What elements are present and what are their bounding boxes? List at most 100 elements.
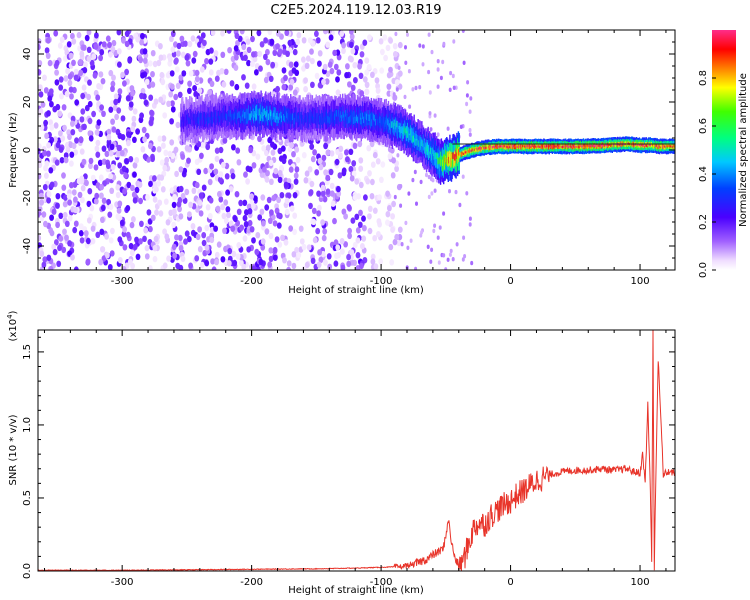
spectrogram-noise-speckle (76, 31, 82, 39)
spectrogram-signal-cell (385, 117, 387, 125)
spectrogram-noise-speckle (385, 44, 391, 52)
spectrogram-noise-speckle (263, 53, 268, 61)
spectrogram-noise-speckle (135, 36, 141, 43)
spectrogram-signal-cell (248, 113, 251, 120)
spectrogram-noise-speckle (349, 41, 354, 49)
spectrogram-noise-speckle (372, 235, 378, 242)
spectrogram-noise-speckle (295, 156, 301, 164)
spectrogram-noise-speckle (73, 196, 78, 203)
spectrogram-signal-cell (519, 145, 521, 148)
spectrogram-signal-cell (506, 145, 509, 148)
spectrogram-noise-speckle (148, 180, 153, 188)
spectrogram-noise-speckle (139, 112, 145, 119)
spectrogram-noise-speckle (277, 48, 283, 55)
spectrogram-signal-cell (340, 111, 342, 118)
spectrogram-noise-speckle (117, 61, 122, 68)
spectrogram-noise-speckle (465, 101, 469, 107)
spectrogram-noise-speckle (65, 67, 70, 75)
spectrogram-signal-cell (425, 147, 427, 154)
spectrogram-noise-speckle (309, 180, 315, 188)
spectrogram-signal-cell (194, 113, 196, 121)
spectrogram-signal-cell (264, 108, 266, 115)
spectrogram-signal-cell (522, 145, 524, 148)
spectrogram-signal-cell (476, 147, 478, 150)
spectrogram-noise-speckle (128, 101, 134, 108)
spectrogram-signal-cell (205, 117, 207, 125)
spectrogram-noise-speckle (348, 148, 354, 155)
spectrogram-noise-speckle (430, 247, 434, 252)
spectrogram-noise-speckle (88, 162, 93, 169)
spectrogram-signal-cell (338, 113, 341, 121)
spectrogram-signal-cell (401, 126, 403, 133)
spectrogram-noise-speckle (207, 178, 213, 186)
spectrogram-signal-cell (193, 113, 195, 129)
spectrogram-noise-speckle (436, 132, 440, 137)
spectrogram-noise-speckle (192, 50, 198, 58)
spectrogram-noise-speckle (78, 69, 84, 77)
spectrogram-noise-speckle (359, 51, 365, 58)
spectrogram-noise-speckle (329, 67, 335, 75)
spectrogram-signal-cell (501, 145, 503, 148)
spectrogram-noise-speckle (385, 190, 390, 197)
spectrogram-noise-speckle (230, 172, 236, 180)
spectrogram-noise-speckle (108, 51, 113, 58)
spectrogram-noise-speckle (222, 137, 228, 144)
spectrogram-signal-cell (446, 157, 448, 165)
colorbar-ticks: 0.00.20.40.60.8 (698, 70, 716, 278)
spectrogram-signal-cell (456, 152, 458, 159)
spectrogram-noise-speckle (242, 199, 248, 206)
spectrogram-signal-cell (553, 145, 555, 148)
spectrogram-noise-speckle (132, 162, 138, 169)
spectrogram-noise-speckle (260, 194, 266, 201)
spectrogram-noise-speckle (286, 260, 292, 267)
spectrogram-noise-speckle (243, 221, 249, 228)
spectrogram-noise-speckle (270, 141, 275, 148)
spectrogram-noise-speckle (98, 259, 104, 266)
spectrogram-signal-cell (324, 116, 326, 123)
spectrogram-noise-speckle (295, 38, 301, 46)
spectrogram-noise-speckle (182, 167, 188, 175)
spectrogram-noise-speckle (209, 47, 214, 54)
spectrogram-noise-speckle (167, 56, 173, 63)
spectrogram-noise-speckle (357, 63, 362, 70)
spectrogram-noise-speckle (448, 87, 452, 93)
colorbar-tick-label: 0.0 (698, 262, 709, 278)
spectrogram-signal-cell (603, 144, 606, 148)
spectrogram-noise-speckle (427, 69, 431, 75)
spectrogram-noise-speckle (53, 136, 58, 143)
spectrogram-noise-speckle (87, 130, 93, 137)
spectrogram-noise-speckle (48, 119, 53, 126)
spectrogram-signal-cell (546, 144, 548, 148)
spectrogram-noise-speckle (246, 246, 252, 253)
spectrogram-noise-speckle (180, 153, 186, 160)
spectrogram-noise-speckle (140, 146, 146, 153)
spectrogram-signal-cell (590, 145, 592, 148)
spectrogram-signal-cell (405, 126, 408, 134)
spectrogram-noise-speckle (92, 72, 98, 79)
spectrogram-noise-speckle (249, 193, 255, 200)
spectrogram-signal-cell (188, 117, 190, 124)
spectrogram-noise-speckle (160, 78, 166, 86)
spectrogram-signal-cell (602, 144, 604, 147)
spectrogram-noise-speckle (63, 156, 69, 164)
spectrogram-signal-cell (276, 116, 279, 123)
spectrogram-noise-speckle (336, 69, 342, 76)
spectrogram-noise-speckle (282, 257, 287, 264)
spectrogram-signal-cell (409, 128, 411, 136)
spectrogram-noise-speckle (170, 46, 176, 53)
spectrogram-noise-speckle (80, 92, 86, 100)
spectrogram-noise-speckle (299, 238, 305, 245)
spectrogram-signal-cell (592, 145, 594, 148)
spectrogram-noise-speckle (69, 93, 74, 100)
spectrogram-signal-cell (269, 108, 271, 116)
spectrogram-noise-speckle (310, 155, 316, 163)
spectrogram-noise-speckle (298, 225, 304, 232)
spectrogram-noise-speckle (325, 174, 331, 182)
spectrogram-noise-speckle (385, 211, 391, 218)
spectrogram-noise-speckle (188, 262, 194, 269)
spectrogram-signal-cell (201, 112, 203, 128)
spectrogram-noise-speckle (113, 93, 119, 100)
spectrogram-noise-speckle (325, 188, 331, 195)
spectrogram-noise-speckle (428, 90, 432, 95)
spectrogram-noise-speckle (403, 94, 407, 100)
